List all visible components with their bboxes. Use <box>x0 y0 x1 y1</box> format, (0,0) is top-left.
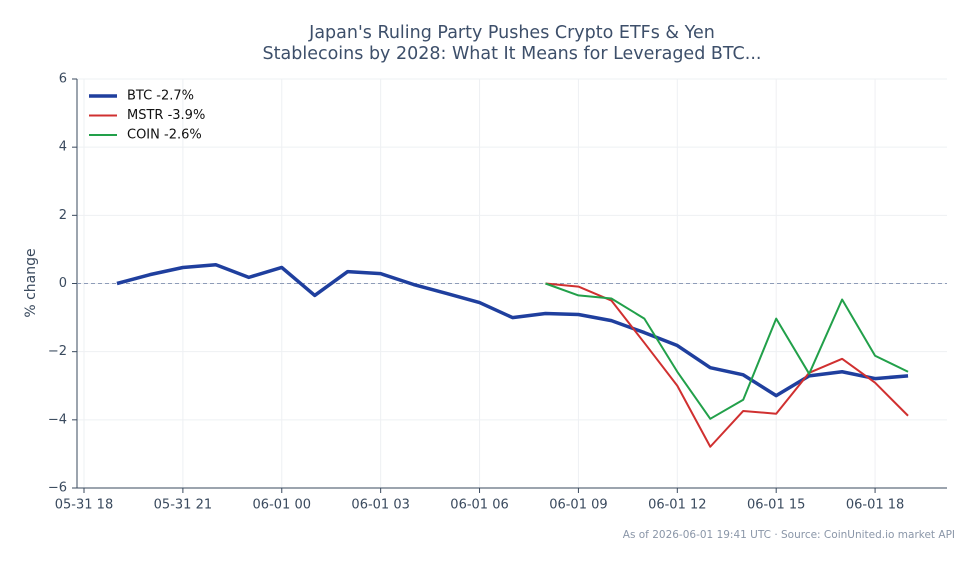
y-tick-label: −4 <box>48 412 67 427</box>
x-tick-label: 06-01 06 <box>450 498 508 513</box>
x-tick-label: 05-31 18 <box>55 498 113 513</box>
chart-title: Japan's Ruling Party Pushes Crypto ETFs … <box>308 23 715 43</box>
chart-title: Stablecoins by 2028: What It Means for L… <box>263 44 762 64</box>
x-tick-label: 06-01 18 <box>846 498 904 513</box>
series-line <box>545 282 909 420</box>
y-tick-label: 6 <box>59 72 67 87</box>
x-tick-label: 06-01 09 <box>549 498 607 513</box>
series-line <box>545 282 909 448</box>
y-tick-label: 4 <box>59 140 67 155</box>
legend-label: MSTR -3.9% <box>127 108 205 123</box>
footnote: As of 2026-06-01 19:41 UTC · Source: Coi… <box>623 529 955 541</box>
y-tick-label: 2 <box>59 208 67 223</box>
y-tick-label: 0 <box>59 276 67 291</box>
y-axis-label: % change <box>23 248 39 317</box>
x-tick-label: 05-31 21 <box>154 498 212 513</box>
x-tick-label: 06-01 00 <box>253 498 311 513</box>
x-tick-label: 06-01 03 <box>351 498 409 513</box>
y-tick-label: −2 <box>48 344 67 359</box>
series-line <box>116 263 909 398</box>
y-tick-label: −6 <box>48 481 67 496</box>
legend-label: BTC -2.7% <box>127 89 194 104</box>
x-tick-label: 06-01 12 <box>648 498 706 513</box>
legend-label: COIN -2.6% <box>127 128 202 143</box>
x-tick-label: 06-01 15 <box>747 498 805 513</box>
